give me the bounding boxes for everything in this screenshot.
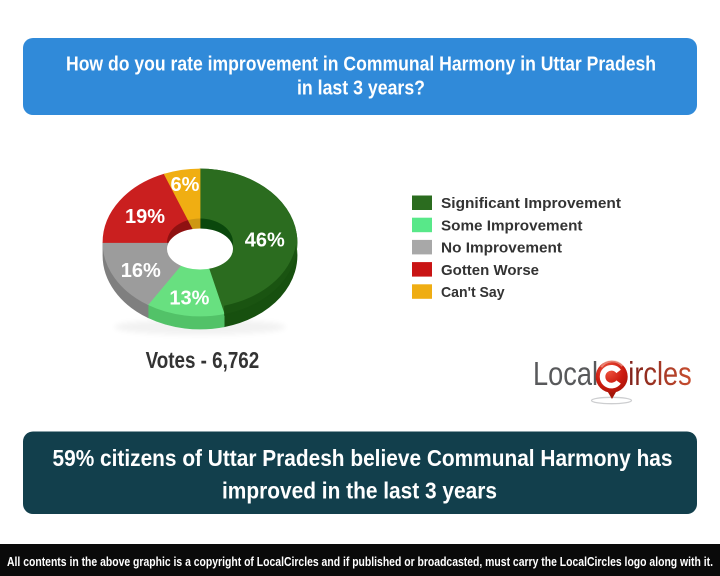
svg-text:Votes - 6,762: Votes - 6,762 [146, 347, 260, 373]
svg-text:All contents in the above grap: All contents in the above graphic is a c… [7, 555, 713, 569]
svg-text:Gotten Worse: Gotten Worse [441, 262, 539, 279]
svg-text:No Improvement: No Improvement [441, 240, 562, 257]
svg-text:13%: 13% [169, 288, 209, 310]
svg-text:improved in the last 3 years: improved in the last 3 years [222, 478, 497, 504]
svg-text:46%: 46% [245, 229, 285, 251]
svg-text:Can't Say: Can't Say [441, 284, 505, 301]
svg-text:Significant Improvement: Significant Improvement [441, 195, 621, 212]
svg-text:19%: 19% [125, 206, 165, 228]
svg-text:in last 3 years?: in last 3 years? [297, 77, 425, 100]
svg-text:16%: 16% [121, 260, 161, 282]
svg-text:Some Improvement: Some Improvement [441, 217, 583, 234]
svg-text:6%: 6% [171, 174, 200, 196]
svg-text:59% citizens of Uttar Pradesh: 59% citizens of Uttar Pradesh believe Co… [53, 445, 673, 471]
svg-text:Local: Local [533, 355, 598, 392]
svg-text:ircles: ircles [628, 355, 691, 392]
svg-text:How do you rate improvement in: How do you rate improvement in Communal … [66, 53, 656, 76]
